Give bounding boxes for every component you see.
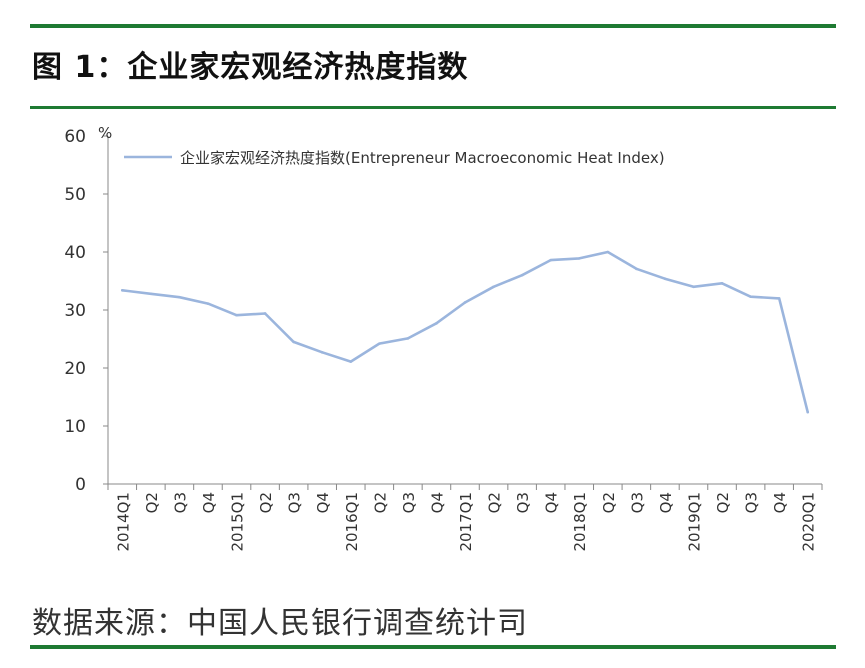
x-tick-label: Q4: [200, 492, 218, 513]
y-tick-label: 10: [64, 417, 86, 437]
x-tick-label: Q4: [771, 492, 789, 513]
data-point: [435, 322, 438, 325]
source-note: 数据来源：中国人民银行调查统计司: [32, 606, 528, 641]
data-point: [463, 301, 467, 304]
data-point: [720, 282, 724, 285]
x-tick-label: Q4: [543, 492, 561, 513]
x-tick-label: Q2: [371, 492, 389, 513]
data-point: [606, 250, 610, 254]
y-tick-label: 40: [64, 243, 86, 263]
x-tick-label: Q4: [428, 492, 446, 513]
y-tick-label: 50: [64, 185, 86, 205]
x-tick-label: Q3: [743, 492, 761, 513]
data-point: [549, 258, 552, 262]
data-point: [406, 337, 410, 340]
x-axis: 2014Q1 Q2 Q3 Q4 2015Q1 Q2 Q3 Q4 2016Q1 Q2 Q3 Q4 2017…: [107, 483, 823, 552]
data-point: [263, 312, 267, 315]
x-tick-label: Q3: [171, 492, 189, 513]
data-point: [577, 257, 581, 260]
x-tick-label: Q3: [628, 492, 646, 513]
data-point: [320, 351, 324, 354]
figure-title: 图 1：企业家宏观经济热度指数: [32, 50, 469, 85]
data-point: [378, 342, 381, 345]
x-tick-label: Q3: [286, 492, 304, 513]
data-point: [663, 277, 667, 280]
x-tick-label: Q2: [257, 492, 275, 513]
data-point: [206, 302, 210, 305]
x-tick-label: 2016Q1: [343, 492, 361, 552]
y-tick-label: 0: [75, 475, 86, 495]
y-tick-label: 20: [64, 359, 86, 379]
data-point: [749, 295, 752, 298]
data-point: [806, 410, 810, 414]
y-axis-unit: %: [98, 124, 112, 142]
data-point: [635, 267, 638, 271]
x-tick-label: Q4: [314, 492, 332, 513]
data-point: [777, 297, 781, 300]
top-rule: [30, 24, 836, 28]
series-line: [121, 250, 810, 414]
data-point: [520, 273, 524, 277]
legend: 企业家宏观经济热度指数(Entrepreneur Macroeconomic H…: [124, 149, 665, 167]
x-tick-label: 2015Q1: [229, 492, 247, 552]
data-point: [492, 285, 495, 289]
series-layer: [120, 250, 810, 414]
x-tick-label: Q4: [657, 492, 675, 513]
x-tick-label: 2019Q1: [685, 492, 703, 552]
data-point: [235, 313, 238, 317]
data-point: [120, 288, 124, 292]
x-tick-label: Q2: [143, 492, 161, 513]
x-tick-label: Q3: [400, 492, 418, 513]
x-tick-label: 2020Q1: [800, 492, 818, 552]
data-point: [292, 340, 295, 344]
y-tick-label: 30: [64, 301, 86, 321]
x-tick-label: Q2: [600, 492, 618, 513]
x-tick-label: 2017Q1: [457, 492, 475, 552]
y-axis: 0 10 20 30 40 50 60%: [64, 124, 112, 495]
x-tick-label: Q2: [486, 492, 504, 513]
x-tick-label: 2018Q1: [571, 492, 589, 552]
title-rule: [30, 106, 836, 109]
legend-label: 企业家宏观经济热度指数(Entrepreneur Macroeconomic H…: [180, 149, 665, 167]
x-tick-label: Q2: [714, 492, 732, 513]
data-point: [349, 360, 353, 363]
y-tick-label: 60: [64, 127, 86, 147]
data-point: [178, 295, 181, 299]
bottom-rule: [30, 645, 836, 649]
x-tick-label: Q3: [514, 492, 532, 513]
x-tick-label: 2014Q1: [114, 492, 132, 552]
data-point: [692, 285, 695, 289]
data-point: [149, 292, 153, 296]
